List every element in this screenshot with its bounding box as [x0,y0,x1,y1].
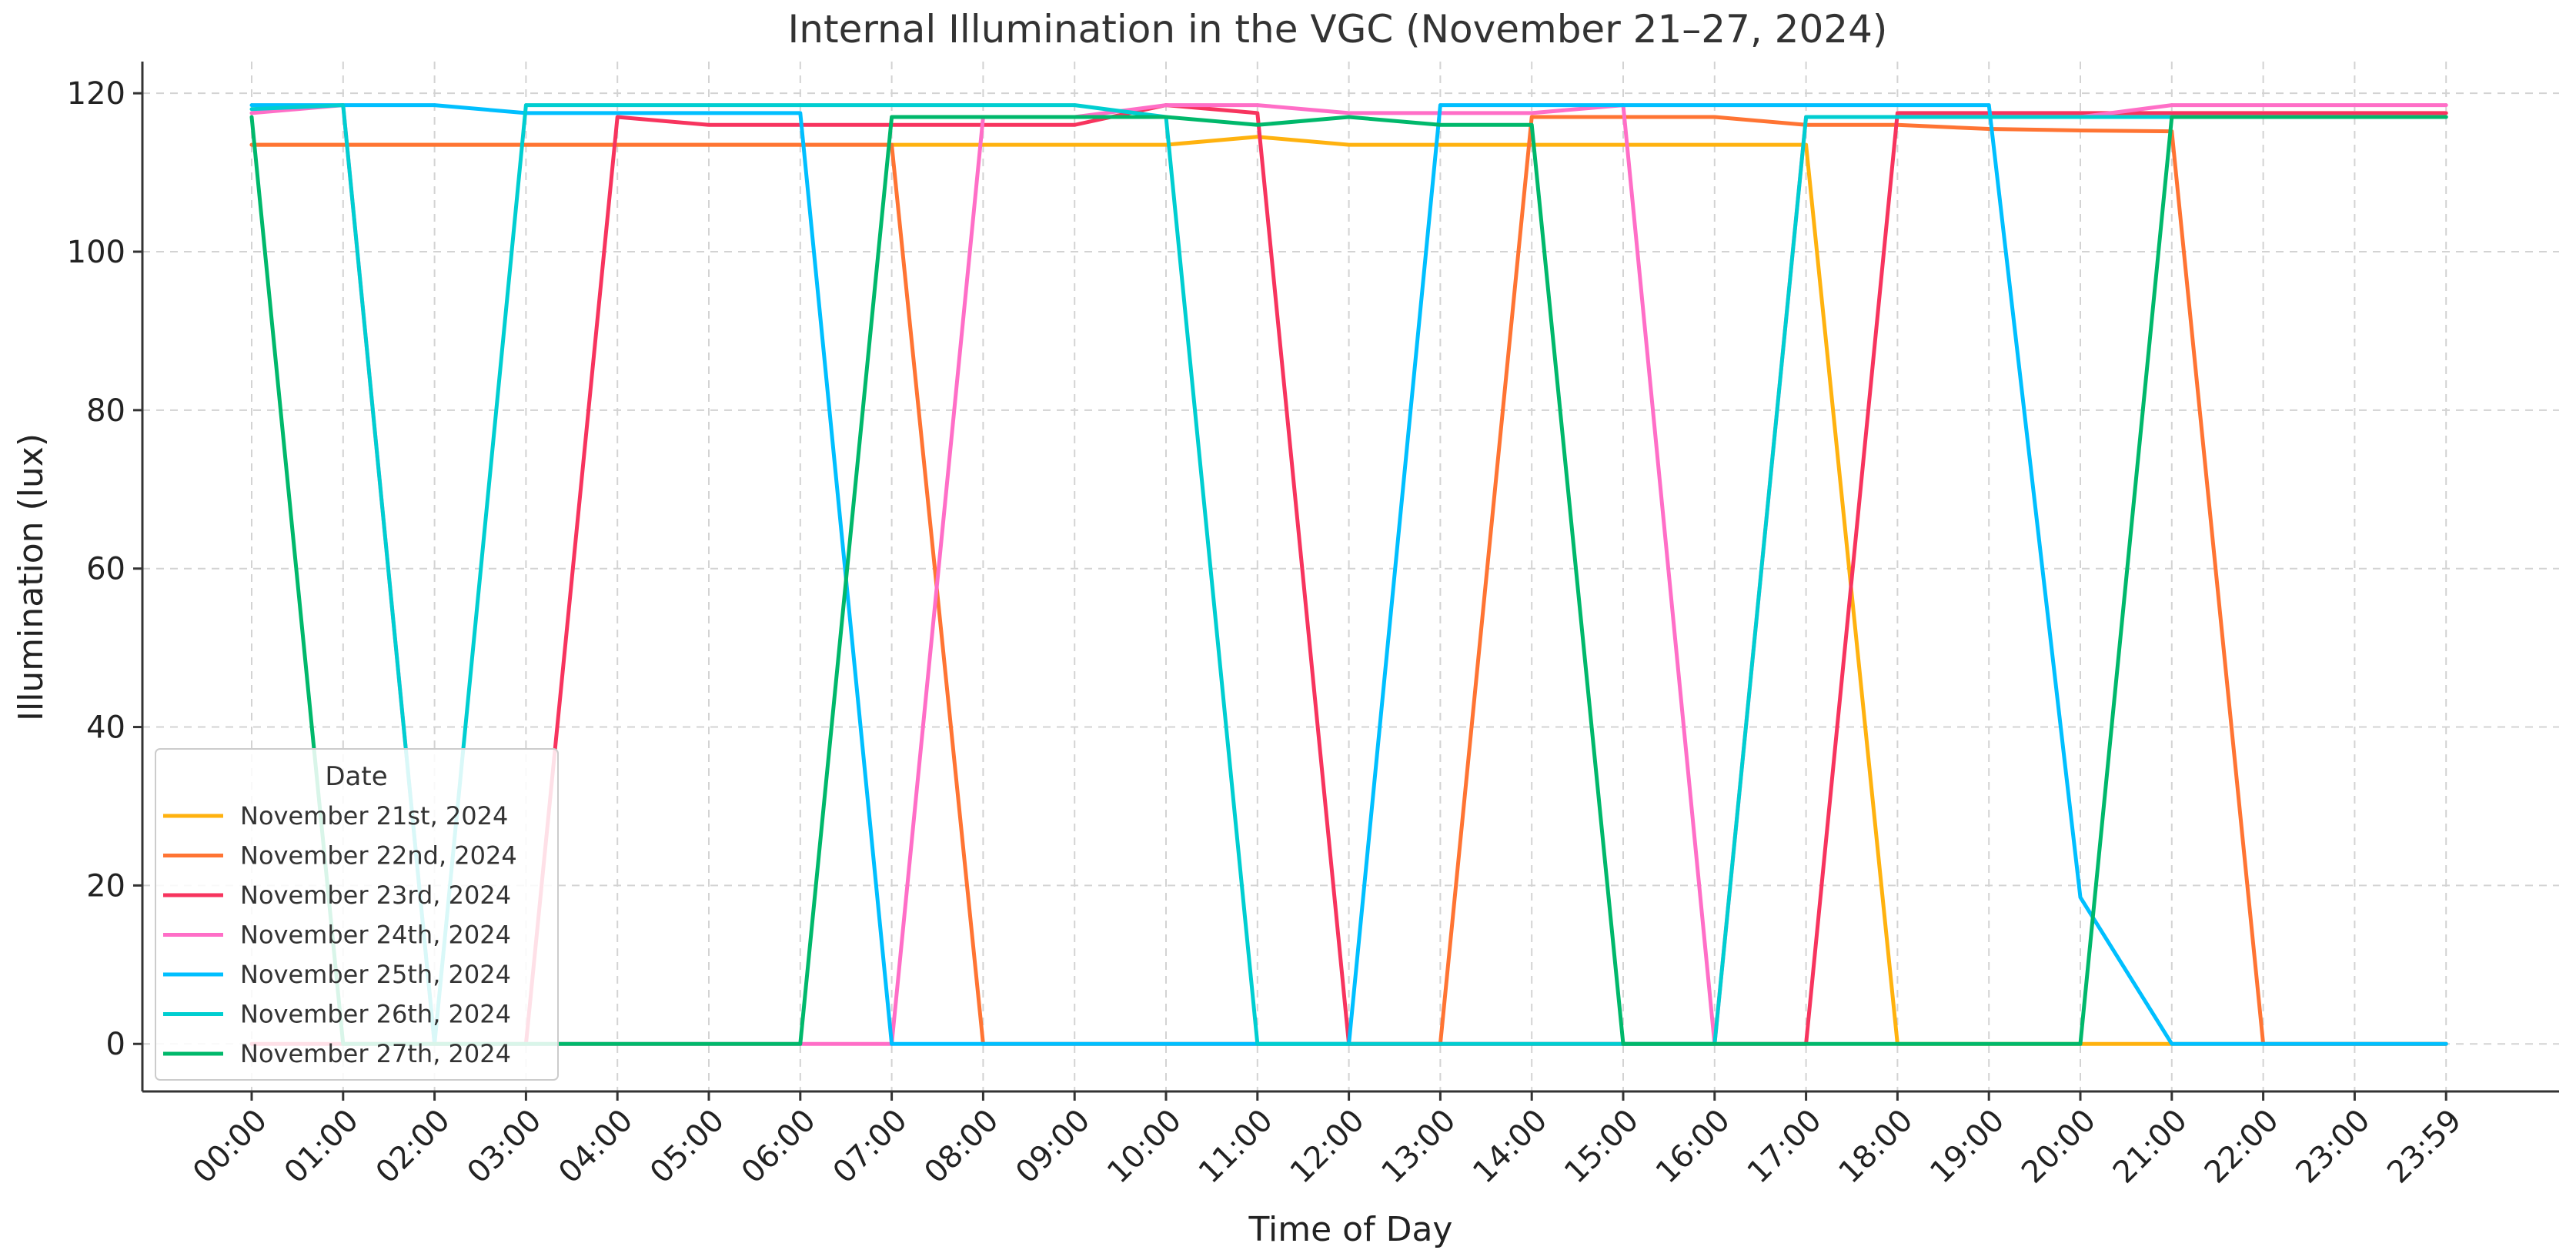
legend-entry-label: November 27th, 2024 [240,1039,511,1068]
y-ticks: 0 20 40 60 80 100 120 [67,76,142,1062]
x-tick-label: 22:00 [2198,1103,2286,1191]
x-tick-label: 06:00 [735,1103,823,1191]
y-tick-label: 20 [86,868,125,904]
grid-lines [142,62,2559,1091]
x-tick-label: 09:00 [1009,1103,1097,1191]
x-axis-label: Time of Day [1248,1210,1453,1249]
x-tick-label: 18:00 [1832,1103,1919,1191]
x-tick-label: 21:00 [2107,1103,2194,1191]
legend-entry-label: November 21st, 2024 [240,801,508,831]
x-tick-label: 23:59 [2381,1103,2468,1191]
y-tick-label: 120 [67,76,125,112]
legend: Date November 21st, 2024 November 22nd, 2… [155,748,559,1081]
legend-box [155,748,559,1081]
axes [141,62,2559,1093]
y-tick-label: 100 [67,235,125,270]
x-tick-label: 23:00 [2289,1103,2377,1191]
x-tick-label: 13:00 [1375,1103,1462,1191]
legend-entry-label: November 24th, 2024 [240,921,511,950]
x-tick-label: 12:00 [1284,1103,1372,1191]
y-tick-label: 40 [86,710,125,746]
legend-entry-label: November 22nd, 2024 [240,841,517,871]
legend-items: November 21st, 2024 November 22nd, 2024 No… [163,801,517,1068]
x-tick-label: 02:00 [369,1103,457,1191]
y-tick-label: 0 [106,1027,125,1062]
x-tick-label: 03:00 [460,1103,548,1191]
x-tick-label: 14:00 [1466,1103,1554,1191]
x-tick-label: 15:00 [1558,1103,1645,1191]
series-line-6 [249,103,2448,1046]
x-ticks: 00:00 01:00 02:00 03:00 04:00 05:00 06:00 07:00… [186,1091,2468,1191]
x-tick-label: 19:00 [1923,1103,2011,1191]
chart-title: Internal Illumination in the VGC (Novemb… [788,7,1888,52]
y-axis-label: Illumination (lux) [12,433,51,721]
x-tick-label: 11:00 [1192,1103,1280,1191]
legend-entry-label: November 25th, 2024 [240,960,511,989]
series-lines [249,103,2448,1046]
x-tick-label: 00:00 [186,1103,274,1191]
series-line-7 [249,115,2448,1046]
legend-entry-label: November 26th, 2024 [240,1000,511,1029]
legend-title: Date [325,761,387,792]
x-tick-label: 01:00 [278,1103,366,1191]
x-tick-label: 20:00 [2015,1103,2103,1191]
x-tick-label: 17:00 [1741,1103,1829,1191]
x-tick-label: 08:00 [917,1103,1005,1191]
x-tick-label: 07:00 [827,1103,914,1191]
x-tick-label: 04:00 [552,1103,640,1191]
y-tick-label: 60 [86,552,125,587]
legend-entry-label: November 23rd, 2024 [240,881,511,910]
y-tick-label: 80 [86,393,125,429]
x-tick-label: 10:00 [1101,1103,1188,1191]
x-tick-label: 16:00 [1649,1103,1737,1191]
x-tick-label: 05:00 [643,1103,731,1191]
